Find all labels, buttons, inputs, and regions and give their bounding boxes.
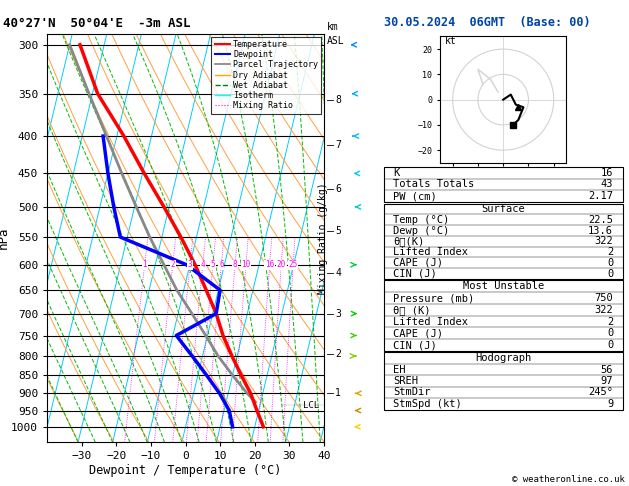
Text: 30.05.2024  06GMT  (Base: 00): 30.05.2024 06GMT (Base: 00) [384,16,590,29]
Text: 5: 5 [335,226,341,236]
Text: 13.6: 13.6 [588,226,613,236]
Text: 43: 43 [601,179,613,190]
Text: PW (cm): PW (cm) [393,191,437,201]
Text: Most Unstable: Most Unstable [462,281,544,291]
Text: 40°27'N  50°04'E  -3m ASL: 40°27'N 50°04'E -3m ASL [3,17,191,30]
Text: 10: 10 [242,260,250,269]
Text: 1: 1 [142,260,147,269]
Text: 2: 2 [170,260,175,269]
Text: 97: 97 [601,376,613,386]
Text: Surface: Surface [481,204,525,214]
Text: 5: 5 [211,260,215,269]
X-axis label: Dewpoint / Temperature (°C): Dewpoint / Temperature (°C) [89,464,282,477]
Text: LCL: LCL [303,401,319,410]
Text: 6: 6 [219,260,224,269]
Text: 6: 6 [335,184,341,193]
Text: 322: 322 [594,236,613,246]
Text: Lifted Index: Lifted Index [393,316,468,327]
Text: SREH: SREH [393,376,418,386]
Text: 7: 7 [335,139,341,150]
Text: CAPE (J): CAPE (J) [393,258,443,268]
Text: EH: EH [393,364,406,375]
Text: Lifted Index: Lifted Index [393,247,468,257]
Text: 750: 750 [594,293,613,303]
Text: 56: 56 [601,364,613,375]
Text: 16: 16 [601,168,613,177]
Text: 8: 8 [233,260,237,269]
Text: 9: 9 [607,399,613,409]
Text: 22.5: 22.5 [588,215,613,225]
Text: 0: 0 [607,340,613,350]
Text: 25: 25 [289,260,298,269]
Text: Hodograph: Hodograph [475,353,532,363]
Text: 4: 4 [335,268,341,278]
Text: 3: 3 [335,309,341,319]
Text: 16: 16 [265,260,274,269]
Text: kt: kt [445,36,457,46]
Text: StmSpd (kt): StmSpd (kt) [393,399,462,409]
Text: θᴇ (K): θᴇ (K) [393,305,431,315]
Text: StmDir: StmDir [393,387,431,398]
Text: CAPE (J): CAPE (J) [393,328,443,338]
Text: 2.17: 2.17 [588,191,613,201]
Text: 20: 20 [277,260,286,269]
Text: 3: 3 [187,260,192,269]
Text: Pressure (mb): Pressure (mb) [393,293,474,303]
Text: Temp (°C): Temp (°C) [393,215,450,225]
Text: 0: 0 [607,328,613,338]
Y-axis label: hPa: hPa [0,227,10,249]
Text: 8: 8 [335,95,341,105]
Text: K: K [393,168,399,177]
Text: Mixing Ratio (g/kg): Mixing Ratio (g/kg) [318,182,328,294]
Text: Dewp (°C): Dewp (°C) [393,226,450,236]
Text: 4: 4 [201,260,205,269]
Text: 1: 1 [335,388,341,398]
Text: 0: 0 [607,269,613,278]
Text: 0: 0 [607,258,613,268]
Text: 322: 322 [594,305,613,315]
Text: Totals Totals: Totals Totals [393,179,474,190]
Text: © weatheronline.co.uk: © weatheronline.co.uk [512,474,625,484]
Text: km: km [327,21,339,32]
Text: 2: 2 [335,349,341,359]
Text: CIN (J): CIN (J) [393,269,437,278]
Text: 2: 2 [607,316,613,327]
Text: 245°: 245° [588,387,613,398]
Text: ASL: ASL [327,36,345,46]
Text: CIN (J): CIN (J) [393,340,437,350]
Text: θᴇ(K): θᴇ(K) [393,236,425,246]
Text: 2: 2 [607,247,613,257]
Legend: Temperature, Dewpoint, Parcel Trajectory, Dry Adiabat, Wet Adiabat, Isotherm, Mi: Temperature, Dewpoint, Parcel Trajectory… [211,36,321,114]
